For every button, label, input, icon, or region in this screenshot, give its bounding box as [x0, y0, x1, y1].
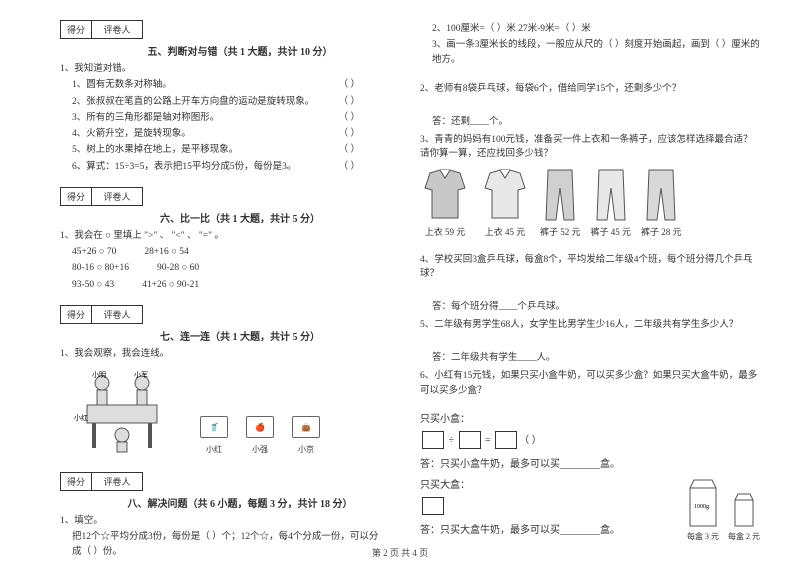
milk-cartons: 1000g 每盒 3 元 每盒 2 元 — [686, 404, 760, 543]
section-5-title: 五、判断对与错（共 1 大题，共计 10 分） — [60, 43, 380, 58]
items-column: 🥤 🍎 👜 小红 小强 小京 — [200, 416, 320, 455]
score-box-7: 得分 评卷人 — [60, 305, 143, 324]
milk-small-icon — [732, 492, 756, 528]
q5-1: 1、我知道对错。 — [60, 62, 380, 76]
grader-label: 评卷人 — [92, 21, 142, 38]
desk-scene-icon: 小明 小军 小红 — [72, 365, 192, 455]
ans-5: 答：每个班分得____个乒乓球。 — [420, 298, 760, 312]
q8-4: 3、青青的妈妈有100元钱，准备买一件上衣和一条裤子，应该怎样选择最合适？请你算… — [420, 133, 760, 162]
pants-1: 裤子 52 元 — [540, 168, 581, 238]
q6-row1: 45+26 ○ 7028+16 ○ 54 — [72, 245, 380, 259]
buy-big-ans: 答：只买大盒牛奶，最多可以买________盒。 — [420, 521, 680, 536]
milk-area: 只买小盒： ÷ = （ ） 答：只买小盒牛奶，最多可以买________盒。 只… — [420, 404, 760, 543]
q6-row3: 93-50 ○ 4341+26 ○ 90-21 — [72, 278, 380, 292]
apple-icon: 🍎 — [246, 416, 274, 438]
cup-icon: 🥤 — [200, 416, 228, 438]
q8-1h: 1、填空。 — [60, 514, 380, 528]
score-box-5: 得分 评卷人 — [60, 20, 143, 39]
shirt-1: 上衣 59 元 — [420, 168, 470, 238]
pants-2: 裤子 45 元 — [591, 168, 632, 238]
q5-1-3: 3、所有的三角形都是轴对称图形。（ ） — [72, 111, 380, 125]
buy-big-eq — [420, 497, 680, 515]
left-column: 得分 评卷人 五、判断对与错（共 1 大题，共计 10 分） 1、我知道对错。 … — [0, 0, 400, 565]
q8-2a: 2、100厘米=（ ）米 27米-9米=（ ）米 — [420, 22, 760, 36]
ans-6: 答：二年级共有学生____人。 — [420, 349, 760, 363]
buy-small-eq: ÷ = （ ） — [420, 431, 680, 450]
label-b: 小军 — [134, 370, 148, 379]
label-c: 小红 — [74, 413, 88, 422]
q8-7: 6、小红有15元钱，如果只买小盒牛奶，可以买多少盒？如果只买大盒牛奶，最多可以买… — [420, 369, 760, 398]
clothes-row: 上衣 59 元 上衣 45 元 裤子 52 元 裤子 45 元 裤子 28 元 — [420, 168, 760, 238]
buy-big-label: 只买大盒： — [420, 476, 680, 491]
q5-1-2: 2、张叔叔在笔直的公路上开车方向盘的运动是旋转现象。（ ） — [72, 95, 380, 109]
score-label: 得分 — [61, 21, 92, 38]
label-a: 小明 — [92, 370, 106, 379]
score-box-8: 得分 评卷人 — [60, 472, 143, 491]
q8-3: 2、老师有8袋乒乓球，每袋6个，借给同学15个，还剩多少个？ — [420, 82, 760, 96]
q5-1-4: 4、火箭升空，是旋转现象。（ ） — [72, 127, 380, 141]
q8-2b: 3、画一条3厘米长的线段，一般应从尺的（ ）刻度开始画起，画到（ ）厘米的地方。 — [420, 38, 760, 67]
section-7-title: 七、连一连（共 1 大题，共计 5 分） — [60, 328, 380, 343]
section-6-title: 六、比一比（共 1 大题，共计 5 分） — [60, 210, 380, 225]
bag-icon: 👜 — [292, 416, 320, 438]
q6-1: 1、我会在 ○ 里填上 ">" 、 "<" 、 "=" 。 — [60, 229, 380, 243]
q8-6: 5、二年级有男学生68人，女学生比男学生少16人，二年级共有学生多少人？ — [420, 318, 760, 332]
shirt-2: 上衣 45 元 — [480, 168, 530, 238]
q5-1-6: 6、算式：15÷3=5，表示把15平均分成5份，每份是3。（ ） — [72, 160, 380, 174]
score-box-6: 得分 评卷人 — [60, 187, 143, 206]
q8-5: 4、学校买回3盒乒乓球，每盒8个，平均发给二年级4个班，每个班分得几个乒乓球？ — [420, 253, 760, 282]
q5-1-1: 1、圆有无数条对称轴。（ ） — [72, 78, 380, 92]
buy-small-label: 只买小盒： — [420, 410, 680, 425]
buy-small-ans: 答：只买小盒牛奶，最多可以买________盒。 — [420, 455, 680, 470]
section-8-title: 八、解决问题（共 6 小题，每题 3 分，共计 18 分） — [60, 495, 380, 510]
ans-3: 答：还剩____个。 — [420, 113, 760, 127]
q5-1-5: 5、树上的水果掉在地上，是平移现象。（ ） — [72, 143, 380, 157]
desk-scene-area: 小明 小军 小红 🥤 🍎 👜 小红 小强 小京 — [72, 365, 380, 455]
milk-big-icon: 1000g — [686, 478, 720, 528]
q6-row2: 80-16 ○ 80+1690-28 ○ 60 — [72, 261, 380, 275]
pants-3: 裤子 28 元 — [641, 168, 682, 238]
page-footer: 第 2 页 共 4 页 — [0, 546, 800, 559]
q7-1: 1、我会观察，我会连线。 — [60, 347, 380, 361]
right-column: 2、100厘米=（ ）米 27米-9米=（ ）米 3、画一条3厘米长的线段，一般… — [400, 0, 800, 565]
svg-text:1000g: 1000g — [694, 504, 709, 510]
